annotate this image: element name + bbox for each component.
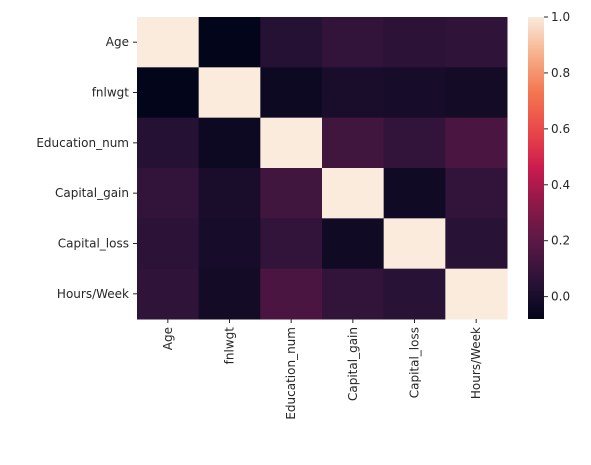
heatmap-cell (260, 67, 323, 119)
row-label: Hours/Week (57, 287, 129, 301)
heatmap-cell (137, 218, 200, 270)
heatmap-cell (383, 17, 446, 68)
heatmap-cell (445, 268, 508, 320)
row-label: Capital_loss (58, 237, 129, 251)
heatmap-cell (383, 67, 446, 119)
heatmap-cell (383, 168, 446, 219)
heatmap-cell (137, 17, 200, 68)
heatmap-cell (445, 17, 508, 68)
heatmap-cell (322, 17, 385, 68)
column-label: Capital_gain (346, 327, 360, 401)
column-label: Age (161, 327, 175, 350)
heatmap-cell (137, 268, 200, 320)
row-label: fnlwgt (92, 86, 130, 100)
heatmap-cell (322, 168, 385, 219)
row-labels: Age fnlwgt Education_num Capital_gain Capita… (36, 35, 137, 301)
heatmap-cell (322, 218, 385, 270)
heatmap-cell (137, 67, 200, 119)
row-label: Age (106, 35, 129, 49)
heatmap-cell (322, 67, 385, 119)
heatmap-cell (260, 168, 323, 219)
colorbar-tick-label: 1.0 (551, 10, 570, 24)
column-labels: Age fnlwgt Education_num Capital_gain Capita… (161, 319, 483, 420)
heatmap-cell (260, 17, 323, 68)
heatmap-cell (260, 268, 323, 320)
heatmap-cell (383, 117, 446, 169)
heatmap-cell (198, 218, 261, 270)
colorbar-tick-label: 0.6 (551, 122, 570, 136)
heatmap-cell (322, 268, 385, 320)
heatmap-cell (445, 67, 508, 119)
heatmap-cell (198, 67, 261, 119)
colorbar-gradient (528, 17, 544, 319)
heatmap-cell (322, 117, 385, 169)
colorbar-tick-label: 0.8 (551, 66, 570, 80)
heatmap-cell (198, 117, 261, 169)
colorbar-tick-label: 0.0 (551, 290, 570, 304)
row-label: Education_num (36, 136, 129, 150)
heatmap-cell (445, 218, 508, 270)
colorbar-tick-label: 0.2 (551, 234, 570, 248)
heatmap-cell (383, 218, 446, 270)
heatmap-cell (198, 168, 261, 219)
colorbar-tick-label: 0.4 (551, 178, 570, 192)
heatmap-cell (260, 117, 323, 169)
heatmap-cell (445, 117, 508, 169)
column-label: Capital_loss (408, 327, 422, 398)
column-label: fnlwgt (223, 327, 237, 365)
heatmap-cell (383, 268, 446, 320)
row-label: Capital_gain (55, 186, 129, 200)
colorbar: 0.0 0.2 0.4 0.6 0.8 1.0 (528, 10, 570, 319)
heatmap-cell (198, 268, 261, 320)
heatmap-cell (137, 117, 200, 169)
heatmap-cell (260, 218, 323, 270)
heatmap-cell (137, 168, 200, 219)
heatmap-cells (137, 17, 508, 320)
column-label: Hours/Week (469, 327, 483, 399)
column-label: Education_num (284, 327, 298, 420)
heatmap-cell (198, 17, 261, 68)
heatmap-cell (445, 168, 508, 219)
